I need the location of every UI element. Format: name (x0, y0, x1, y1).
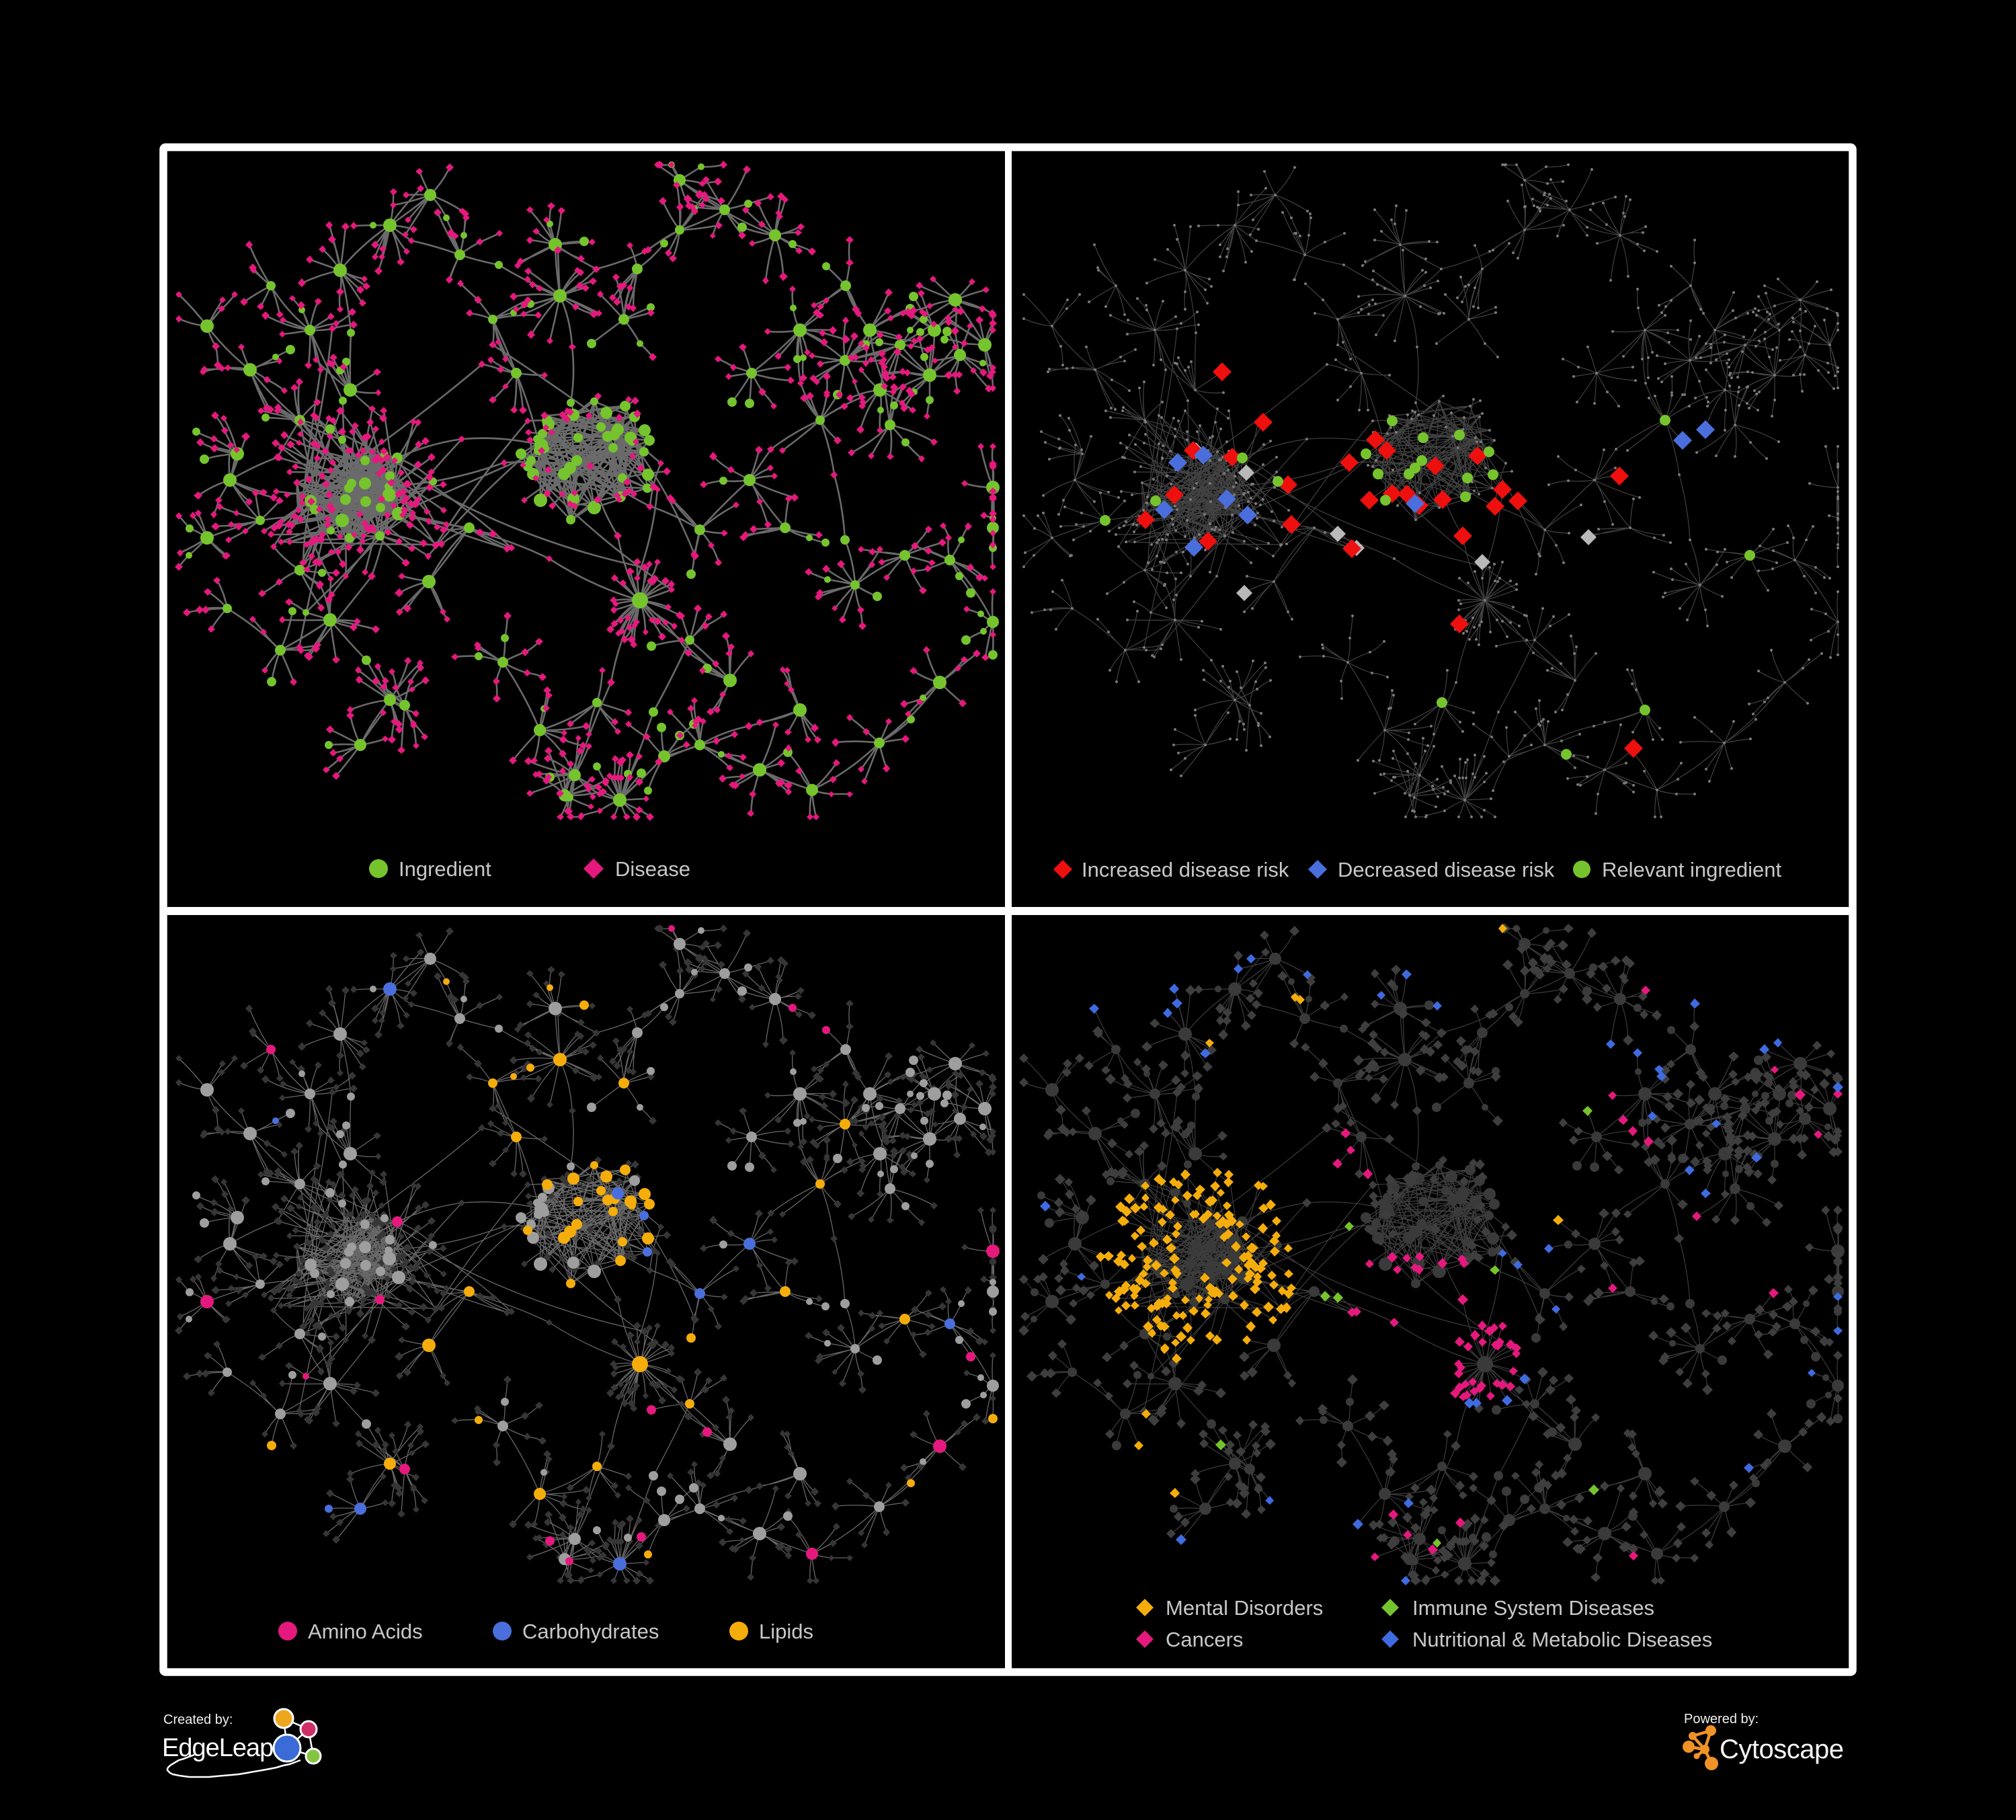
svg-text:Created by:: Created by: (163, 1712, 233, 1727)
svg-text:Lipids: Lipids (759, 1620, 813, 1643)
svg-text:Powered by:: Powered by: (1684, 1712, 1759, 1727)
svg-text:Disease: Disease (615, 857, 690, 881)
svg-text:EdgeLeap: EdgeLeap (162, 1734, 273, 1762)
svg-text:Cancers: Cancers (1166, 1628, 1243, 1651)
svg-text:Increased disease risk: Increased disease risk (1082, 858, 1289, 881)
svg-text:Mental Disorders: Mental Disorders (1166, 1596, 1323, 1620)
svg-text:Relevant ingredient: Relevant ingredient (1602, 858, 1782, 881)
svg-text:Carbohydrates: Carbohydrates (522, 1620, 659, 1643)
svg-text:Nutritional & Metabolic Diseas: Nutritional & Metabolic Diseases (1412, 1628, 1712, 1651)
svg-text:Decreased disease risk: Decreased disease risk (1338, 858, 1555, 881)
svg-text:Cytoscape: Cytoscape (1720, 1735, 1843, 1764)
svg-text:Immune System Diseases: Immune System Diseases (1412, 1596, 1654, 1620)
svg-text:Amino Acids: Amino Acids (308, 1620, 423, 1643)
svg-text:Ingredient: Ingredient (399, 857, 491, 881)
